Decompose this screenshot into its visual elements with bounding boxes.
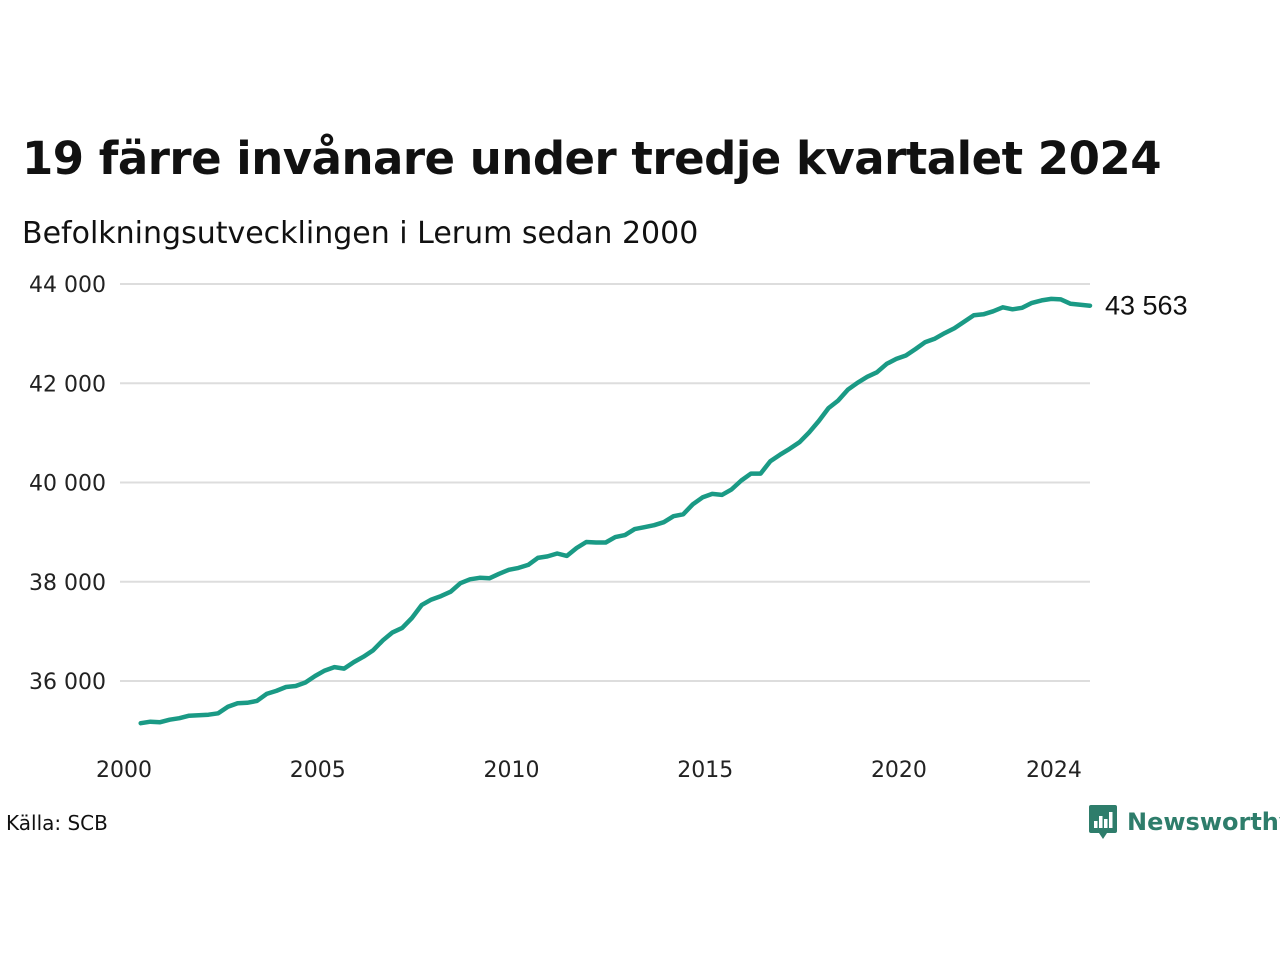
- x-tick-label: 2015: [677, 758, 733, 783]
- y-tick-label: 44 000: [29, 273, 106, 298]
- brand-logo: Newsworthy: [1088, 804, 1280, 840]
- y-tick-label: 36 000: [29, 670, 106, 695]
- population-line: [138, 296, 1093, 726]
- x-tick-label: 2024: [1026, 758, 1082, 783]
- y-tick-label: 42 000: [29, 372, 106, 397]
- x-axis-tick-labels: 2000 2005 2010 2015 2020 2024: [96, 758, 1082, 783]
- brand-name: Newsworthy: [1127, 808, 1280, 836]
- x-tick-label: 2005: [290, 758, 346, 783]
- source-note: Källa: SCB: [6, 811, 108, 835]
- chart-subtitle: Befolkningsutvecklingen i Lerum sedan 20…: [22, 216, 699, 251]
- y-tick-label: 38 000: [29, 571, 106, 596]
- y-tick-label: 40 000: [29, 472, 106, 497]
- y-axis-tick-labels: 36 000 38 000 40 000 42 000 44 000: [29, 273, 106, 695]
- x-tick-label: 2020: [871, 758, 927, 783]
- x-tick-label: 2010: [483, 758, 539, 783]
- end-value-label: 43 563: [1105, 291, 1188, 321]
- bar-chart-speech-bubble-icon: [1089, 805, 1117, 839]
- chart-title: 19 färre invånare under tredje kvartalet…: [22, 132, 1162, 185]
- x-tick-label: 2000: [96, 758, 152, 783]
- grid-lines: [120, 283, 1090, 682]
